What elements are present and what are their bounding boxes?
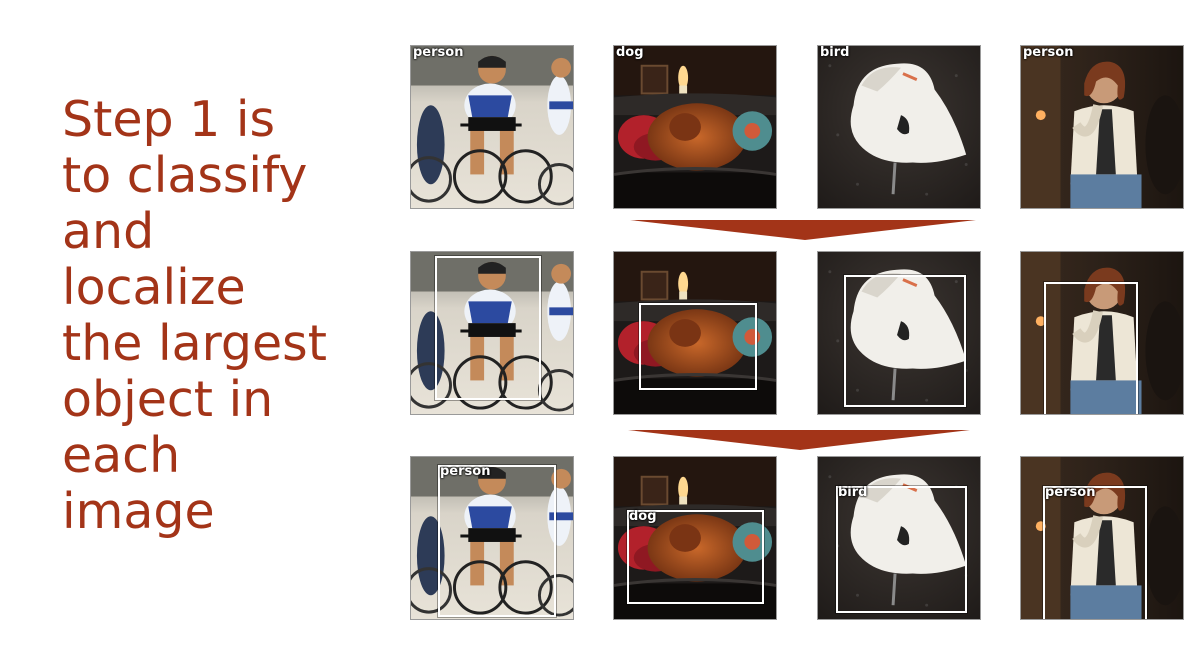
slide-caption: Step 1 is to classify and localize the l… <box>62 92 382 540</box>
caption-line: image <box>62 483 215 540</box>
class-label: dog <box>629 509 657 524</box>
image-tile-bird-row1: bird <box>817 45 981 209</box>
bounding-box <box>627 510 764 604</box>
class-label: bird <box>838 485 868 500</box>
bounding-box <box>639 303 757 390</box>
class-label: person <box>413 45 464 60</box>
image-tile-dog-row2 <box>613 251 777 415</box>
class-label: person <box>1023 45 1074 60</box>
cyclists-image <box>411 46 573 208</box>
class-label: dog <box>616 45 644 60</box>
caption-line: and <box>62 203 155 260</box>
class-label: bird <box>820 45 850 60</box>
class-label: person <box>1045 485 1096 500</box>
image-tile-cyclists-row1: person <box>410 45 574 209</box>
caption-line: the largest <box>62 315 327 372</box>
down-arrow-icon <box>628 430 970 450</box>
bounding-box <box>435 256 541 400</box>
image-tile-woman-row1: person <box>1020 45 1184 209</box>
image-tile-dog-row1: dog <box>613 45 777 209</box>
caption-line: Step 1 is <box>62 91 276 148</box>
bird-image <box>818 46 980 208</box>
image-tile-dog-row3: dog <box>613 456 777 620</box>
down-arrow-icon <box>630 220 976 240</box>
class-label: person <box>440 464 491 479</box>
caption-line: object in <box>62 371 274 428</box>
image-tile-cyclists-row2 <box>410 251 574 415</box>
image-tile-cyclists-row3: person <box>410 456 574 620</box>
bounding-box <box>438 465 556 617</box>
caption-line: each <box>62 427 181 484</box>
bounding-box <box>844 275 966 407</box>
caption-line: localize <box>62 259 246 316</box>
image-tile-woman-row3: person <box>1020 456 1184 620</box>
image-tile-bird-row3: bird <box>817 456 981 620</box>
woman-image <box>1021 46 1183 208</box>
caption-line: to classify <box>62 147 308 204</box>
image-tile-bird-row2 <box>817 251 981 415</box>
dog-image <box>614 46 776 208</box>
bounding-box <box>1044 282 1138 414</box>
bounding-box <box>1043 486 1147 619</box>
image-tile-woman-row2 <box>1020 251 1184 415</box>
bounding-box <box>836 486 967 613</box>
